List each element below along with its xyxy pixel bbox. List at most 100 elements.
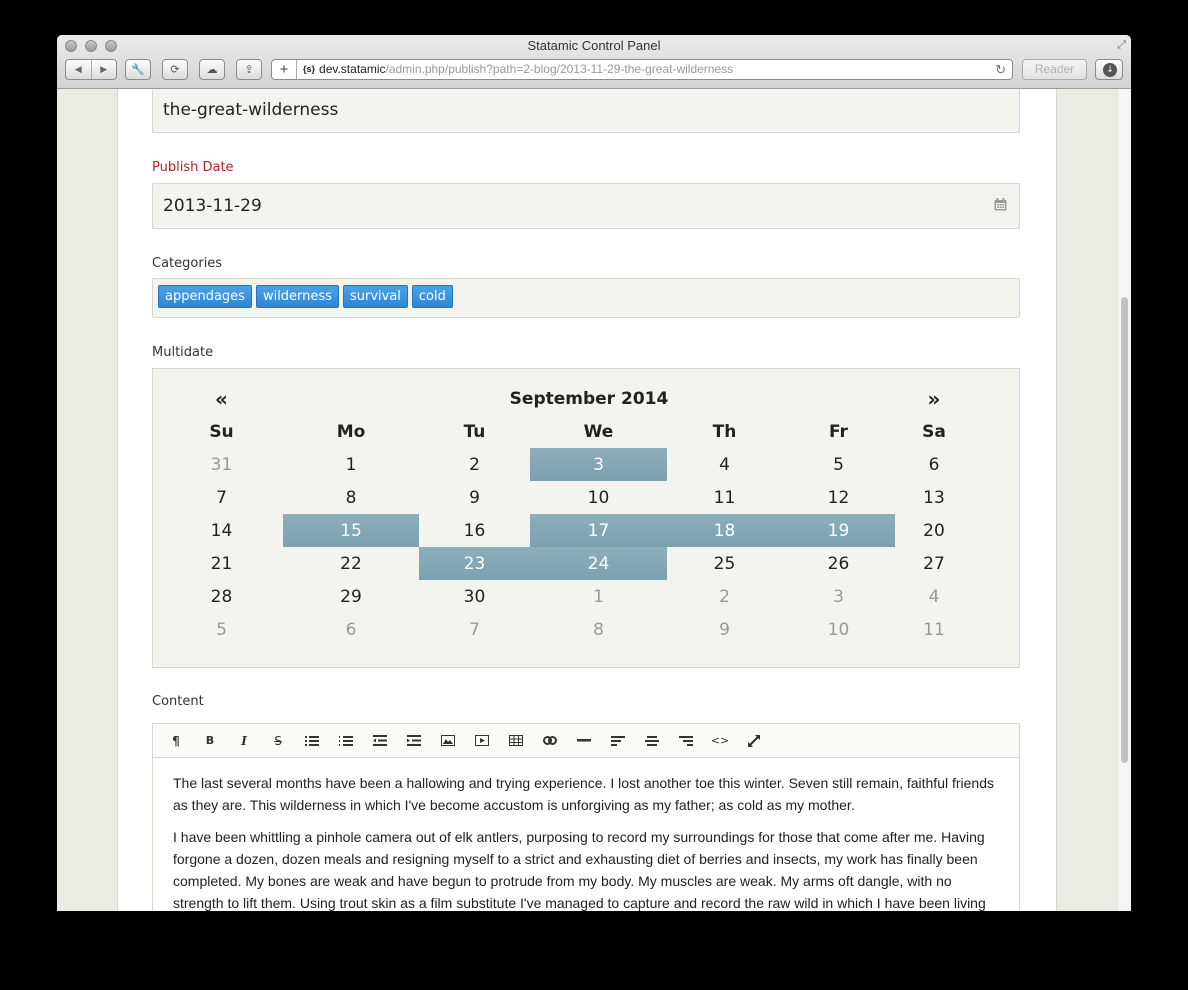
calendar-day[interactable]: 28: [210, 586, 233, 607]
calendar-day[interactable]: 10: [587, 487, 610, 508]
calendar-day[interactable]: 5: [833, 454, 844, 475]
url-path: /admin.php/publish?path=2-blog/2013-11-2…: [385, 62, 734, 76]
back-icon[interactable]: ◀: [66, 60, 92, 79]
calendar-day[interactable]: 7: [216, 487, 227, 508]
categories-input[interactable]: appendages wilderness survival cold: [152, 278, 1020, 318]
calendar-day-selected[interactable]: 15: [283, 514, 419, 547]
weekday-header: Sa: [922, 421, 946, 442]
calendar-day-other-month[interactable]: 8: [593, 619, 604, 640]
sync-button[interactable]: ⟳: [162, 59, 188, 80]
calendar-day[interactable]: 12: [827, 487, 850, 508]
content-editor: ¶ B I S <> The last several m: [152, 723, 1020, 911]
calendar-day[interactable]: 13: [923, 487, 945, 508]
calendar-day[interactable]: 11: [713, 487, 736, 508]
calendar-day[interactable]: 27: [923, 553, 945, 574]
category-tag[interactable]: wilderness: [255, 285, 339, 308]
calendar-day[interactable]: 16: [463, 520, 486, 541]
weekday-header: Th: [712, 421, 737, 442]
wrench-button[interactable]: 🔧: [125, 59, 151, 80]
image-icon[interactable]: [431, 724, 465, 757]
calendar-day[interactable]: 26: [827, 553, 850, 574]
content-paragraph: I have been whittling a pinhole camera o…: [173, 829, 986, 911]
video-icon[interactable]: [465, 724, 499, 757]
cloud-button[interactable]: ☁: [199, 59, 225, 80]
calendar-month-title[interactable]: September 2014: [509, 388, 669, 409]
category-tags: appendages wilderness survival cold: [153, 279, 1019, 314]
categories-label: Categories: [152, 256, 223, 271]
calendar-day-other-month[interactable]: 6: [345, 619, 357, 640]
scrollbar-thumb[interactable]: [1121, 297, 1128, 763]
page-scrollbar[interactable]: [1117, 89, 1131, 911]
calendar-day-other-month[interactable]: 7: [469, 619, 480, 640]
calendar-day-selected[interactable]: 19: [782, 514, 895, 547]
calendar-day-other-month[interactable]: 1: [593, 586, 604, 607]
calendar-day[interactable]: 6: [928, 454, 940, 475]
calendar-day-other-month[interactable]: 10: [827, 619, 850, 640]
fullscreen-icon[interactable]: [737, 724, 771, 757]
zoom-window-button[interactable]: [105, 40, 117, 52]
calendar-day-other-month[interactable]: 31: [210, 454, 233, 475]
calendar-day[interactable]: 21: [210, 553, 233, 574]
link-icon[interactable]: [533, 724, 567, 757]
calendar-day[interactable]: 22: [340, 553, 362, 574]
category-tag[interactable]: appendages: [158, 285, 252, 308]
download-button[interactable]: ↓: [1095, 59, 1123, 80]
reader-button[interactable]: Reader: [1022, 59, 1087, 80]
outdent-icon[interactable]: [363, 724, 397, 757]
calendar-day[interactable]: 20: [923, 520, 945, 541]
unordered-list-icon[interactable]: [295, 724, 329, 757]
ordered-list-icon[interactable]: [329, 724, 363, 757]
calendar-day[interactable]: 2: [469, 454, 480, 475]
forward-icon[interactable]: ▶: [100, 64, 108, 75]
align-left-icon[interactable]: [601, 724, 635, 757]
calendar-day[interactable]: 8: [345, 487, 357, 508]
bold-icon[interactable]: B: [205, 734, 215, 747]
calendar-day[interactable]: 30: [463, 586, 486, 607]
horizontal-rule-icon[interactable]: [567, 724, 601, 757]
reload-icon[interactable]: ↻: [995, 62, 1006, 77]
prev-month-button[interactable]: «: [215, 386, 228, 411]
publish-date-label: Publish Date: [152, 160, 234, 175]
calendar-day[interactable]: 1: [345, 454, 357, 475]
indent-icon[interactable]: [397, 724, 431, 757]
table-icon[interactable]: [499, 724, 533, 757]
calendar-day[interactable]: 25: [713, 553, 736, 574]
calendar-day-selected[interactable]: 24: [530, 547, 667, 580]
calendar-day-selected[interactable]: 18: [667, 514, 782, 547]
minimize-window-button[interactable]: [85, 40, 97, 52]
calendar-day-other-month[interactable]: 11: [923, 619, 945, 640]
next-month-button[interactable]: »: [927, 386, 941, 411]
calendar-day-selected[interactable]: 3: [530, 448, 667, 481]
strikethrough-icon[interactable]: S: [274, 733, 282, 748]
calendar-day-other-month[interactable]: 5: [216, 619, 227, 640]
html-code-icon[interactable]: <>: [710, 734, 730, 747]
fullscreen-icon[interactable]: ⤢: [1117, 38, 1126, 51]
calendar-day[interactable]: 14: [210, 520, 233, 541]
close-window-button[interactable]: [65, 40, 77, 52]
content-paragraph: The last several months have been a hall…: [173, 775, 995, 813]
align-center-icon[interactable]: [635, 724, 669, 757]
calendar-day-other-month[interactable]: 4: [928, 586, 940, 607]
category-tag[interactable]: cold: [411, 285, 453, 308]
address-bar[interactable]: + {s} dev.statamic/admin.php/publish?pat…: [271, 59, 1013, 80]
calendar-day[interactable]: 9: [469, 487, 480, 508]
category-tag[interactable]: survival: [342, 285, 408, 308]
calendar-day-selected[interactable]: 23: [419, 547, 530, 580]
publish-date-input[interactable]: 2013-11-29: [152, 183, 1020, 229]
calendar-day-other-month[interactable]: 3: [833, 586, 844, 607]
slug-input[interactable]: the-great-wilderness: [152, 89, 1020, 133]
editor-body[interactable]: The last several months have been a hall…: [153, 758, 1019, 911]
add-tab-icon[interactable]: +: [272, 60, 297, 79]
calendar-day[interactable]: 29: [340, 586, 362, 607]
calendar-icon[interactable]: [994, 198, 1007, 211]
italic-icon[interactable]: I: [241, 733, 247, 748]
weekday-header: Fr: [829, 421, 848, 442]
calendar-day[interactable]: 4: [719, 454, 730, 475]
align-right-icon[interactable]: [669, 724, 703, 757]
share-button[interactable]: ⇪: [236, 59, 262, 80]
site-favicon: {s}: [303, 64, 316, 74]
calendar-day-selected[interactable]: 17: [530, 514, 667, 547]
calendar-day-other-month[interactable]: 9: [719, 619, 730, 640]
paragraph-icon[interactable]: ¶: [172, 733, 180, 748]
calendar-day-other-month[interactable]: 2: [719, 586, 730, 607]
